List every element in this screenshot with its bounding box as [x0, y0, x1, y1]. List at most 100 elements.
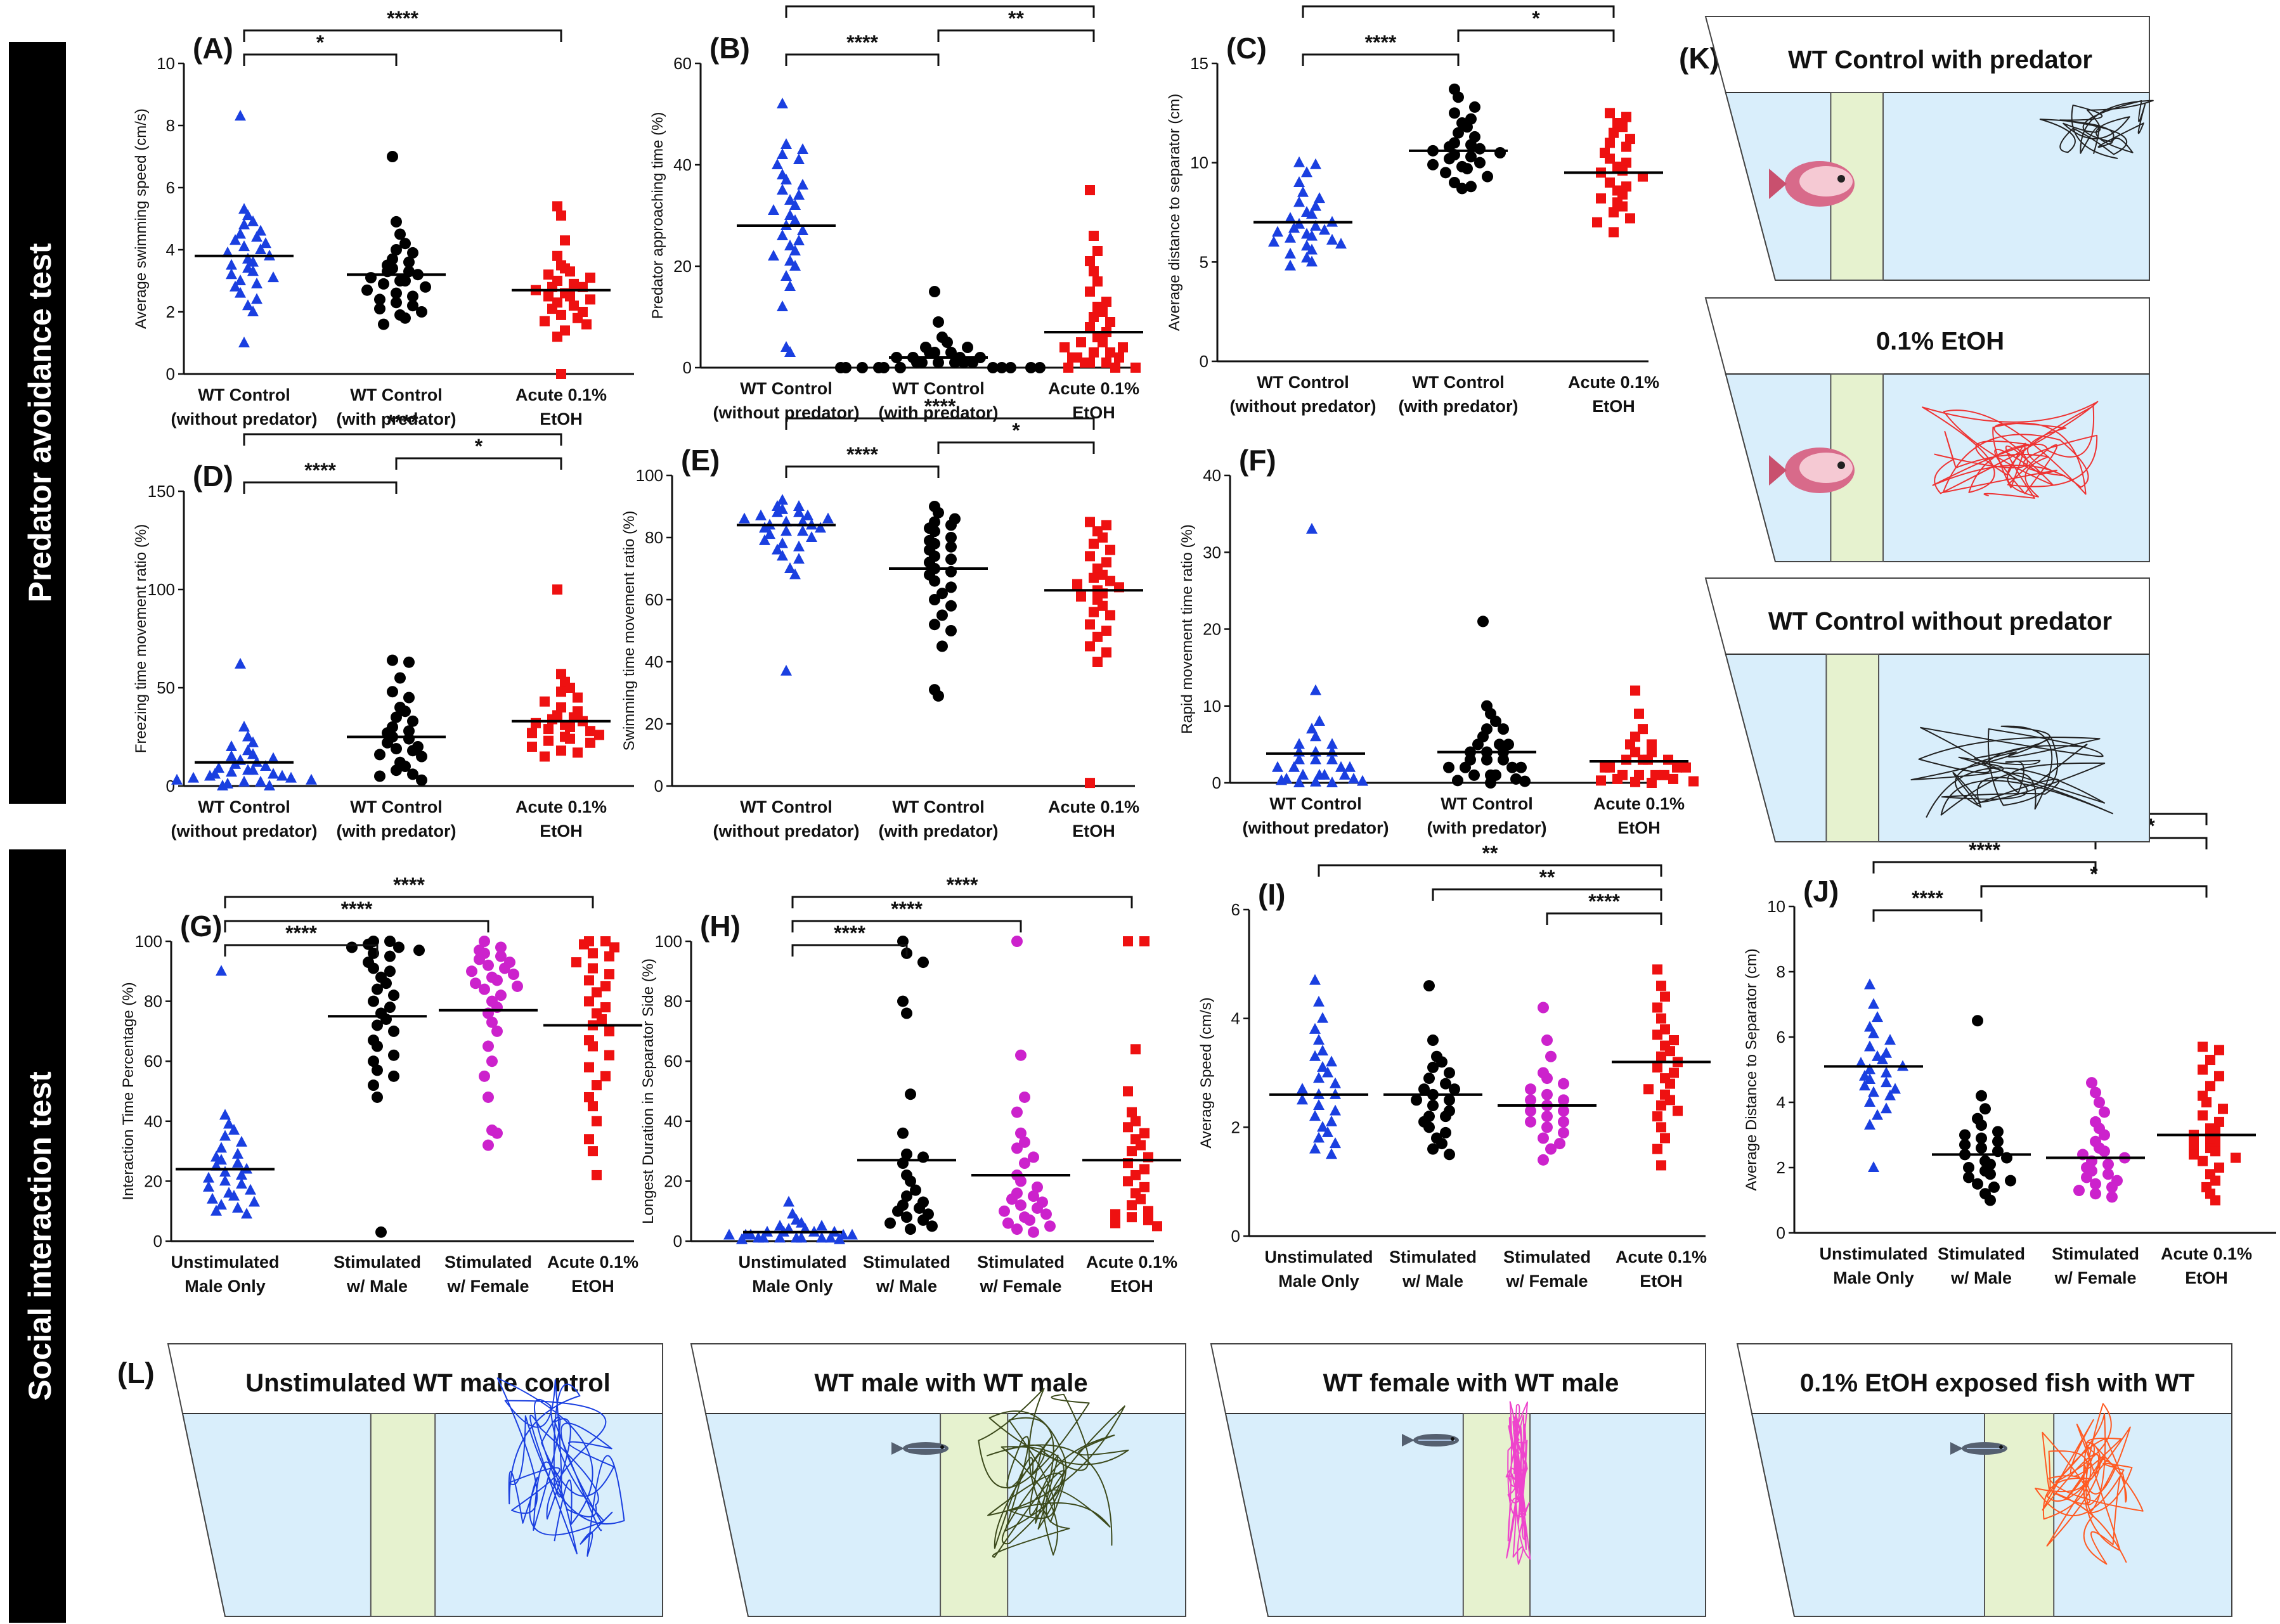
data-point	[388, 989, 399, 1002]
separator-zone	[370, 1413, 436, 1617]
data-point	[1638, 171, 1648, 182]
data-point	[242, 209, 254, 221]
data-point	[1672, 762, 1682, 773]
y-tick-label: 20	[645, 714, 663, 733]
data-point	[1085, 778, 1095, 789]
data-point	[604, 1026, 614, 1036]
panel-letter-k: (K)	[1679, 42, 1720, 75]
data-point	[1306, 522, 1318, 534]
data-point	[1525, 1116, 1536, 1128]
data-point	[604, 1050, 614, 1060]
data-point	[929, 525, 940, 538]
data-point	[2073, 1185, 2085, 1197]
x-category-label: Acute 0.1% EtOH	[1593, 794, 1685, 837]
y-tick-label: 100	[636, 466, 663, 485]
data-point	[585, 726, 595, 737]
data-point	[560, 235, 570, 246]
y-tick-label: 40	[1203, 466, 1221, 485]
data-point	[1474, 143, 1486, 155]
data-point	[1326, 753, 1338, 764]
data-point	[1288, 761, 1300, 772]
data-point	[1297, 1083, 1308, 1094]
data-point	[806, 531, 817, 542]
data-point	[2106, 1181, 2118, 1193]
data-point	[1656, 1051, 1666, 1062]
data-point	[789, 214, 801, 225]
data-point	[235, 228, 246, 239]
data-point	[1681, 762, 1691, 773]
tank-title: Unstimulated WT male control	[245, 1369, 611, 1397]
data-point	[486, 1016, 498, 1028]
data-point	[1868, 1161, 1879, 1172]
y-tick-label: 100	[655, 932, 682, 951]
data-point	[1449, 107, 1460, 119]
data-point	[1469, 101, 1480, 113]
data-point	[540, 316, 550, 326]
data-point	[1015, 1049, 1027, 1061]
data-point	[1322, 1126, 1333, 1137]
data-point	[346, 941, 358, 953]
data-point	[1313, 1034, 1325, 1045]
data-point	[2099, 1145, 2110, 1157]
tank-title: WT Control with predator	[1788, 46, 2092, 74]
panel-d: (D) 0 50 100 150 Freezing time movement ratio…	[133, 411, 634, 841]
data-point	[604, 969, 614, 980]
data-point	[1864, 1096, 1875, 1107]
y-axis-label: Freezing time movement ratio (%)	[133, 524, 150, 753]
data-point	[584, 996, 594, 1007]
panel-letter: (H)	[700, 910, 741, 943]
y-tick-label: 8	[166, 116, 175, 135]
y-tick-label: 80	[645, 528, 663, 547]
data-point	[1465, 181, 1477, 193]
data-point	[1101, 647, 1111, 658]
data-point	[784, 346, 796, 357]
data-point	[781, 270, 792, 281]
y-tick-label: 80	[664, 992, 682, 1011]
zebrafish-eye	[1999, 1445, 2003, 1449]
series-2	[347, 654, 446, 786]
data-point	[479, 1070, 490, 1082]
data-point	[1634, 708, 1644, 719]
tank-k-2: 0.1% EtOH	[1704, 297, 2150, 562]
data-point	[1285, 231, 1296, 243]
data-point	[1656, 1160, 1666, 1171]
y-tick-label: 2	[1231, 1118, 1240, 1137]
data-point	[600, 1071, 611, 1081]
data-point	[407, 715, 418, 727]
data-point	[1101, 626, 1111, 636]
x-category-label: Unstimulated Male Only	[738, 1253, 846, 1296]
data-point	[1992, 1126, 2004, 1138]
data-point	[911, 357, 923, 368]
series-3	[1590, 685, 1699, 788]
swim-trajectory	[1922, 401, 2099, 499]
data-point	[1301, 166, 1312, 177]
data-point	[1515, 761, 1527, 773]
data-point	[1688, 776, 1699, 787]
data-point	[1541, 1073, 1553, 1085]
data-point	[486, 1055, 498, 1067]
data-point	[1110, 363, 1120, 373]
significance-bracket: ****	[791, 922, 908, 957]
data-point	[1028, 1190, 1039, 1202]
data-point	[1423, 1073, 1435, 1085]
data-point	[1864, 1119, 1875, 1130]
data-point	[384, 950, 396, 962]
significance-label: **	[1482, 842, 1498, 865]
data-point	[372, 1040, 383, 1052]
data-point	[268, 271, 279, 283]
significance-bracket: ****	[1302, 31, 1460, 66]
data-point	[1498, 723, 1509, 735]
y-tick-label: 15	[1190, 54, 1208, 73]
predator-fish-body	[1799, 453, 1853, 483]
data-point	[1881, 1102, 1892, 1114]
panel-c: (C) 0 5 10 15 Average distance to separator (…	[1166, 0, 1663, 416]
data-point	[1621, 181, 1631, 192]
data-point	[235, 657, 246, 669]
data-point	[1085, 322, 1095, 332]
data-point	[945, 581, 957, 593]
data-point	[585, 273, 595, 283]
data-point	[247, 764, 259, 775]
data-point	[2099, 1129, 2110, 1141]
data-point	[1449, 1083, 1460, 1095]
data-point	[255, 243, 266, 254]
